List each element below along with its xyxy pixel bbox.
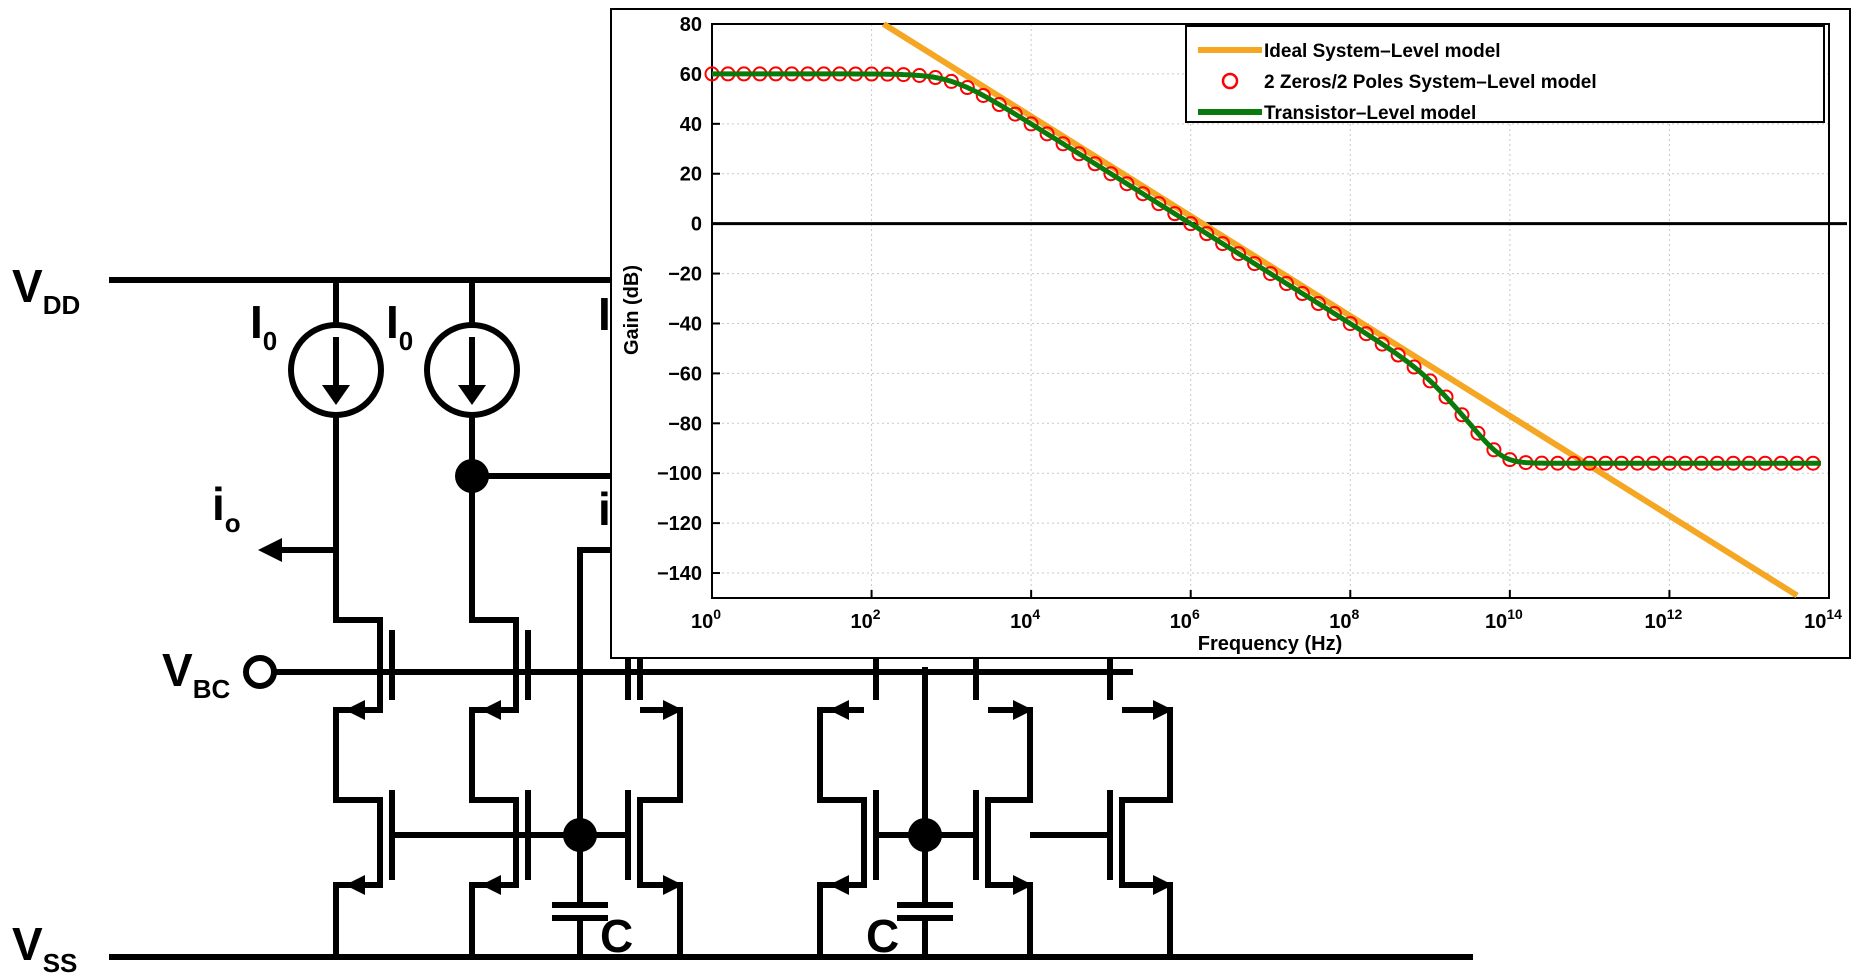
output-current-label: io: [212, 478, 241, 538]
vdd-label: VDD: [12, 260, 80, 320]
transistor-stack-5: [937, 640, 1033, 957]
vss-label: VSS: [12, 918, 77, 976]
two-zero-model-marker: [1438, 389, 1454, 405]
two-zero-model-marker: [1374, 336, 1390, 352]
two-zero-model-marker: [1390, 347, 1406, 363]
current-source-3-label: I: [598, 288, 611, 340]
current-source-1-arrow: [322, 385, 350, 405]
transistor-stack-2: [469, 617, 531, 957]
two-zero-model-marker: [1039, 126, 1055, 142]
two-zero-model-marker: [1247, 256, 1263, 272]
x-tick-label: 1012: [1645, 606, 1683, 633]
x-tick-label: 106: [1170, 606, 1200, 633]
two-zero-model-marker: [1231, 246, 1247, 262]
current-source-1-label: I0: [250, 296, 277, 356]
two-zero-model-marker: [1263, 266, 1278, 282]
two-zero-model-marker: [1103, 166, 1119, 182]
legend-entry-label: 2 Zeros/2 Poles System–Level model: [1264, 72, 1597, 93]
transistor-model-line: [712, 71, 1821, 466]
two-zero-model-marker: [1294, 286, 1310, 302]
two-zero-model-marker: [991, 97, 1007, 113]
y-tick-label: −120: [657, 513, 702, 535]
output-arrow: [258, 538, 282, 562]
y-axis-label: Gain (dB): [621, 265, 643, 355]
x-tick-label: 1014: [1804, 606, 1842, 633]
two-zero-model-marker: [1183, 216, 1199, 232]
two-zero-model-marker: [1278, 276, 1294, 292]
legend-entry-label: Transistor–Level model: [1264, 103, 1476, 124]
y-tick-label: 80: [680, 14, 702, 36]
capacitor-1-label: C: [600, 910, 633, 962]
y-tick-label: −140: [657, 563, 702, 585]
transistor-stack-1: [333, 617, 580, 957]
x-tick-label: 108: [1329, 606, 1359, 633]
x-tick-labels: 100 102 104 106 108 1010 1012 1014: [691, 606, 1842, 633]
y-tick-label: −60: [668, 363, 702, 385]
x-tick-label: 1010: [1485, 606, 1523, 633]
plot-series: [704, 21, 1847, 599]
x-tick-label: 100: [691, 606, 721, 633]
two-zero-model-marker: [1007, 106, 1023, 122]
bode-plot: 80 60 40 20 0 −20 −40 −60 −80 −100 −120 −140 100 102…: [621, 14, 1847, 655]
y-tick-label: −20: [668, 264, 702, 286]
two-zero-model-marker: [1119, 176, 1135, 192]
transistor-stack-6: [1030, 640, 1173, 957]
two-zero-model-marker: [1135, 186, 1151, 202]
two-zero-model-marker: [1342, 316, 1358, 332]
two-zero-model-marker: [1167, 206, 1183, 222]
capacitor-2-label: C: [866, 910, 899, 962]
two-zero-model-marker: [1454, 407, 1470, 423]
two-zero-model-marker: [975, 87, 991, 103]
x-tick-label: 102: [851, 606, 881, 633]
two-zero-model-marker: [1055, 136, 1071, 152]
current-source-2-arrow: [458, 385, 486, 405]
two-zero-model-marker: [1406, 359, 1422, 375]
legend-box: [1185, 25, 1825, 123]
x-tick-label: 104: [1010, 606, 1040, 633]
two-zero-model-marker: [1326, 306, 1342, 322]
y-tick-label: 60: [680, 64, 702, 86]
y-tick-label: −80: [668, 413, 702, 435]
two-zero-model-marker: [1422, 373, 1438, 389]
two-zero-model-marker: [1358, 326, 1374, 342]
legend-marker: [1221, 72, 1239, 90]
y-tick-label: −40: [668, 313, 702, 335]
two-zero-model-marker: [1215, 236, 1231, 252]
vbc-label: VBC: [162, 644, 230, 704]
y-tick-label: −100: [657, 463, 702, 485]
two-zero-model-marker: [1310, 296, 1326, 312]
y-tick-label: 20: [680, 164, 702, 186]
plot-legend: Ideal System–Level model 2 Zeros/2 Poles …: [1185, 25, 1825, 124]
y-tick-labels: 80 60 40 20 0 −20 −40 −60 −80 −100 −120 −140: [657, 14, 702, 585]
two-zero-model-marker: [1486, 442, 1502, 458]
two-zero-model-marker: [959, 80, 975, 96]
two-zero-model-marker: [1071, 146, 1087, 162]
two-zero-model-marker: [1023, 116, 1039, 132]
legend-entry-label: Ideal System–Level model: [1264, 41, 1501, 62]
vbc-terminal: [243, 655, 277, 689]
plot-area: [711, 23, 1830, 599]
two-zero-model-marker: [1199, 226, 1215, 242]
bode-plot-panel: 80 60 40 20 0 −20 −40 −60 −80 −100 −120 −140 100 102…: [610, 8, 1851, 659]
current-source-2-label: I0: [386, 296, 413, 356]
input-current-label: i: [598, 483, 611, 535]
y-tick-label: 40: [680, 114, 702, 136]
two-zero-model-marker: [1470, 425, 1486, 441]
x-axis-label: Frequency (Hz): [1198, 633, 1342, 655]
two-zero-model-marker: [1151, 196, 1167, 212]
y-tick-label: 0: [691, 214, 702, 236]
two-zero-model-marker: [1087, 156, 1103, 172]
